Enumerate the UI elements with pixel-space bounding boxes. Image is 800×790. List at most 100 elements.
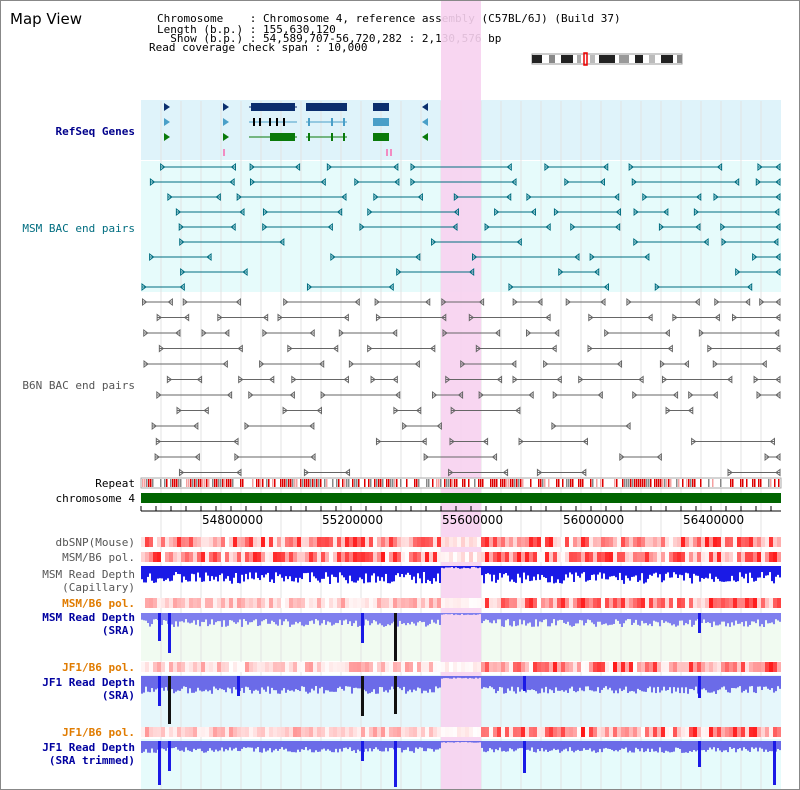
heat-cell bbox=[213, 727, 217, 737]
depth-bar bbox=[657, 566, 659, 578]
depth-bar bbox=[721, 613, 723, 622]
msm-sra-depth-histogram[interactable] bbox=[141, 613, 781, 661]
heat-cell bbox=[509, 662, 513, 672]
heat-cell bbox=[385, 662, 389, 672]
depth-bar bbox=[367, 676, 369, 694]
depth-bar bbox=[307, 741, 309, 751]
bac-end-marker bbox=[537, 298, 543, 306]
heat-cell bbox=[549, 552, 553, 562]
depth-bar bbox=[637, 613, 639, 625]
jf1-trimmed-depth-histogram[interactable] bbox=[141, 741, 781, 787]
track-label-refseq-genes[interactable]: RefSeq Genes bbox=[55, 125, 135, 138]
heat-cell bbox=[229, 662, 233, 672]
b6n-bac-pairs[interactable] bbox=[141, 298, 781, 477]
depth-bar bbox=[285, 676, 287, 693]
depth-bar bbox=[507, 566, 509, 576]
heat-cell bbox=[357, 598, 361, 608]
msm-bac-pairs[interactable] bbox=[141, 163, 781, 291]
depth-bar bbox=[667, 613, 669, 623]
depth-bar bbox=[189, 676, 191, 689]
heat-cell bbox=[597, 727, 601, 737]
heat-cell bbox=[629, 662, 633, 672]
track-label-msm-b6-pol-1[interactable]: MSM/B6 pol. bbox=[62, 551, 135, 564]
heat-cell bbox=[237, 552, 241, 562]
jf1-b6-pol-heat-strip-2[interactable] bbox=[141, 727, 781, 737]
repeat-track[interactable] bbox=[140, 477, 782, 489]
msm-b6-pol-heat-strip[interactable] bbox=[141, 552, 781, 562]
heat-cell bbox=[697, 662, 701, 672]
repeat-mark bbox=[624, 479, 626, 487]
track-label-jf1-b6-pol-2[interactable]: JF1/B6 pol. bbox=[62, 726, 135, 739]
heat-cell bbox=[557, 662, 561, 672]
jf1-sra-depth-histogram[interactable] bbox=[141, 676, 781, 724]
heat-cell bbox=[489, 727, 493, 737]
track-label-jf1-depth-sra[interactable]: JF1 Read Depth bbox=[42, 676, 135, 689]
refseq-gene-models[interactable] bbox=[164, 103, 428, 156]
depth-bar bbox=[403, 741, 405, 751]
heat-cell bbox=[409, 727, 413, 737]
depth-bar bbox=[677, 566, 679, 578]
repeat-mark bbox=[690, 479, 692, 487]
heat-cell bbox=[165, 537, 169, 547]
heat-cell bbox=[541, 662, 545, 672]
depth-bar bbox=[725, 741, 727, 751]
track-label-jf1-depth-trimmed[interactable]: JF1 Read Depth bbox=[42, 741, 135, 754]
depth-bar bbox=[303, 613, 305, 627]
track-label-msm-depth-capillary[interactable]: MSM Read Depth bbox=[42, 568, 135, 581]
heat-cell bbox=[437, 552, 441, 562]
msm-capillary-depth-histogram[interactable] bbox=[141, 566, 781, 584]
bac-end-marker bbox=[310, 453, 316, 461]
repeat-mark bbox=[326, 479, 328, 487]
depth-bar bbox=[483, 613, 485, 621]
heat-cell bbox=[593, 662, 597, 672]
heat-cell bbox=[365, 537, 369, 547]
heat-cell bbox=[249, 727, 253, 737]
jf1-b6-pol-heat-strip[interactable] bbox=[141, 662, 781, 672]
track-label-msm-b6-pol-2[interactable]: MSM/B6 pol. bbox=[62, 597, 135, 610]
heat-cell bbox=[401, 662, 405, 672]
msm-b6-pol-heat-strip-2[interactable] bbox=[141, 598, 781, 608]
chromosome-ideogram[interactable] bbox=[531, 52, 683, 66]
repeat-mark bbox=[664, 479, 666, 487]
gene-marker bbox=[386, 149, 388, 156]
depth-bar bbox=[631, 676, 633, 691]
depth-bar bbox=[511, 676, 513, 687]
track-label-msm-depth-sra[interactable]: MSM Read Depth bbox=[42, 611, 135, 624]
repeat-mark bbox=[732, 479, 734, 487]
bac-end-marker bbox=[262, 313, 269, 322]
heat-cell bbox=[141, 537, 145, 547]
depth-bar bbox=[525, 566, 527, 580]
depth-bar bbox=[501, 676, 503, 688]
heat-cell bbox=[485, 598, 489, 608]
repeat-mark bbox=[778, 479, 780, 487]
heat-cell bbox=[661, 537, 665, 547]
repeat-mark bbox=[752, 479, 754, 487]
depth-bar bbox=[413, 676, 415, 690]
track-label-msm-bac[interactable]: MSM BAC end pairs bbox=[22, 222, 135, 235]
depth-bar bbox=[387, 676, 389, 693]
depth-bar bbox=[479, 676, 481, 678]
depth-bar bbox=[733, 566, 735, 581]
depth-bar bbox=[489, 676, 491, 687]
track-label-dbsnp[interactable]: dbSNP(Mouse) bbox=[55, 536, 135, 549]
depth-spike bbox=[168, 613, 171, 653]
depth-bar bbox=[375, 676, 377, 694]
depth-bar bbox=[151, 613, 153, 625]
track-label-b6n-bac[interactable]: B6N BAC end pairs bbox=[22, 379, 135, 392]
depth-bar bbox=[259, 676, 261, 694]
depth-bar bbox=[355, 676, 357, 688]
heat-cell bbox=[445, 598, 449, 608]
heat-cell bbox=[313, 662, 317, 672]
track-label-jf1-b6-pol-1[interactable]: JF1/B6 pol. bbox=[62, 661, 135, 674]
depth-bar bbox=[343, 566, 345, 578]
dbsnp-heat-strip[interactable] bbox=[141, 537, 781, 547]
depth-bar bbox=[599, 613, 601, 622]
bac-end-marker bbox=[775, 313, 781, 322]
bac-end-marker bbox=[727, 468, 733, 477]
heat-cell bbox=[705, 727, 709, 737]
depth-bar bbox=[541, 676, 543, 689]
depth-bar bbox=[381, 676, 383, 688]
heat-cell bbox=[301, 727, 305, 737]
heat-cell bbox=[553, 552, 557, 562]
